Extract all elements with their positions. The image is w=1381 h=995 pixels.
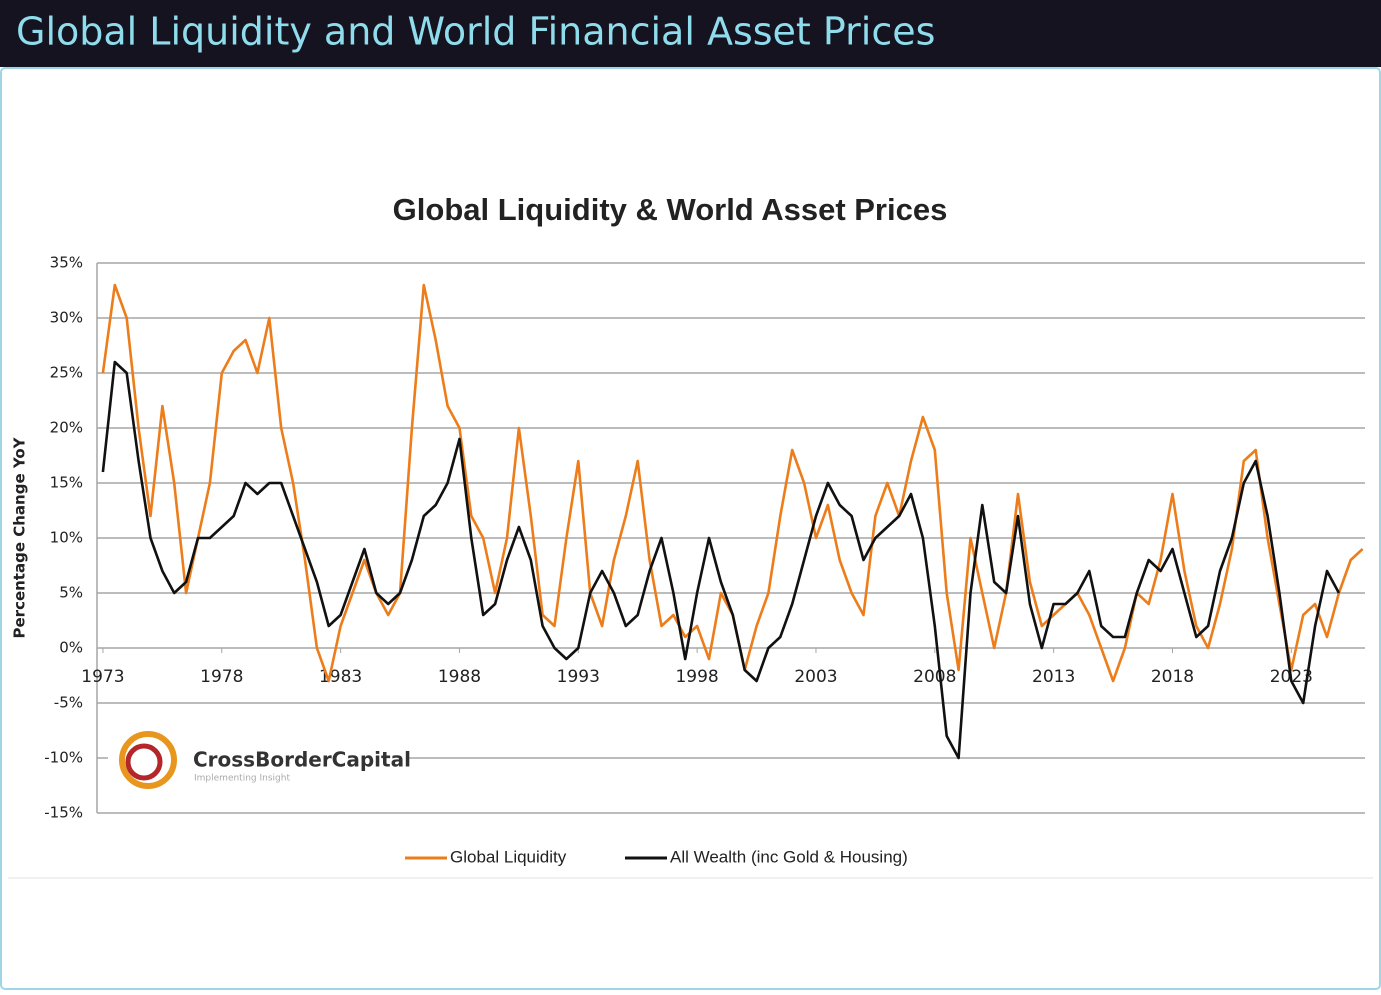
chart-title: Global Liquidity & World Asset Prices — [393, 192, 948, 227]
y-tick-label: 0% — [59, 639, 83, 657]
series-line — [101, 360, 1341, 760]
logo-name: CrossBorderCapital — [193, 748, 411, 772]
logo-ring-inner — [125, 743, 163, 781]
y-tick-label: 15% — [50, 474, 83, 492]
y-tick-label: 20% — [50, 419, 83, 437]
y-axis-label: Percentage Change YoY — [11, 436, 29, 638]
x-tick-label: 2008 — [913, 667, 956, 687]
x-tick-label: 2003 — [794, 667, 837, 687]
y-tick-label: 30% — [50, 309, 83, 327]
y-tick-label: 10% — [50, 529, 83, 547]
header-bar — [0, 0, 1381, 67]
logo-ring — [119, 731, 177, 789]
legend-label: All Wealth (inc Gold & Housing) — [670, 847, 908, 866]
x-tick-label: 2013 — [1032, 667, 1075, 687]
logo-tagline: Implementing Insight — [194, 774, 290, 784]
y-tick-label: -10% — [44, 749, 83, 767]
x-tick-label: 1978 — [200, 667, 243, 687]
x-tick-label: 1973 — [81, 667, 124, 687]
y-tick-label: -5% — [54, 694, 83, 712]
y-tick-label: 5% — [59, 584, 83, 602]
y-tick-label: 25% — [50, 364, 83, 382]
y-tick-label: -15% — [44, 804, 83, 822]
logo: CrossBorderCapital Implementing Insight — [108, 722, 411, 794]
x-tick-label: 1998 — [675, 667, 718, 687]
x-tick-label: 2018 — [1151, 667, 1194, 687]
y-tick-label: 35% — [50, 254, 83, 272]
x-tick-label: 1988 — [438, 667, 481, 687]
x-tick-label: 1993 — [557, 667, 600, 687]
legend-label: Global Liquidity — [450, 847, 567, 866]
header-title: Global Liquidity and World Financial Ass… — [16, 10, 935, 54]
